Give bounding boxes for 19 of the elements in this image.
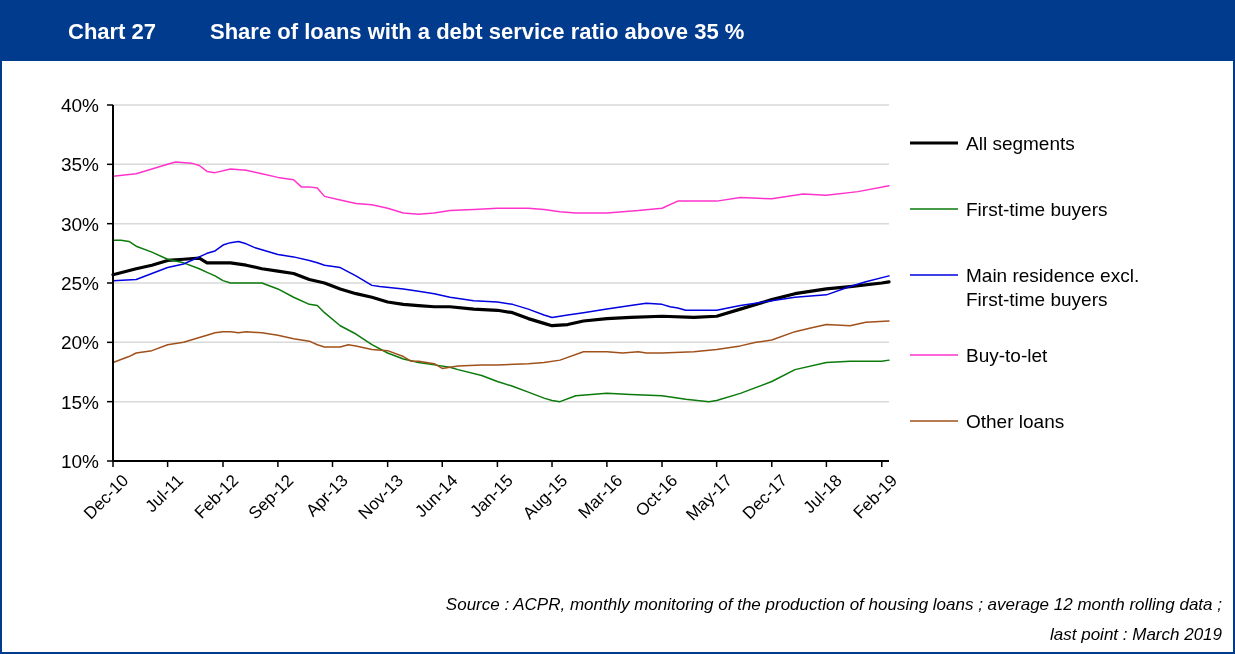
line-series (112, 239, 890, 403)
y-tick-label: 30% (60, 213, 100, 235)
y-tick-label: 15% (60, 391, 100, 413)
y-tick-label: 20% (60, 332, 100, 354)
line-series (112, 320, 890, 370)
legend-label: All segments (966, 133, 1075, 154)
y-tick-label: 10% (60, 451, 100, 472)
source-note: Source : ACPR, monthly monitoring of the production of housing loans ; average 12 month rolling data ; last point : March 2019 (445, 595, 1223, 644)
y-tick-label: 35% (60, 154, 100, 176)
chart-title: Chart 27 (68, 19, 157, 44)
y-tick-label: 40% (60, 95, 100, 116)
line-series (112, 161, 890, 215)
chart-subtitle: Share of loans with a debt service ratio above 35 % (210, 19, 745, 44)
line-series (112, 240, 890, 319)
legend-label: Other loans (966, 411, 1065, 432)
y-tick-label: 25% (60, 273, 100, 294)
legend-label: First-time buyers (966, 199, 1108, 220)
legend-label: Main residence excl. First-time buyers (966, 265, 1140, 310)
legend-label: Buy-to-let (966, 345, 1049, 366)
